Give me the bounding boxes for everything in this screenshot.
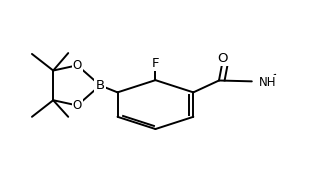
Text: F: F [152, 57, 159, 70]
Text: O: O [73, 59, 82, 72]
Text: O: O [218, 52, 228, 65]
Text: B: B [95, 79, 105, 92]
Text: O: O [73, 99, 82, 112]
Text: NH: NH [259, 76, 276, 89]
